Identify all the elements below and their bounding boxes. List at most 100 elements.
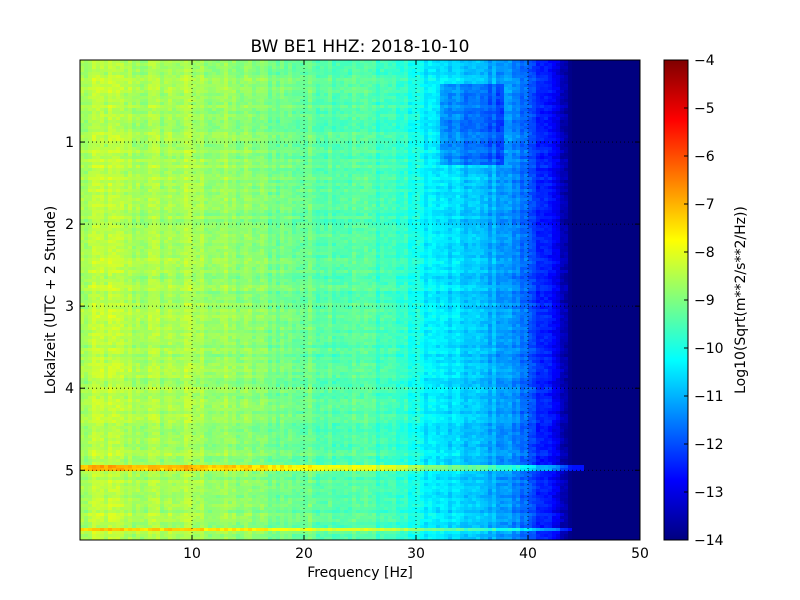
heatmap-cell xyxy=(384,123,389,127)
heatmap-cell xyxy=(168,102,173,106)
heatmap-cell xyxy=(124,114,129,118)
heatmap-cell xyxy=(188,93,193,97)
heatmap-cell xyxy=(468,93,473,97)
heatmap-cell xyxy=(348,69,353,73)
heatmap-cell xyxy=(328,105,333,109)
heatmap-cell xyxy=(588,153,593,157)
heatmap-cell xyxy=(580,126,585,130)
heatmap-cell xyxy=(236,135,241,139)
heatmap-cell xyxy=(92,159,97,163)
heatmap-cell xyxy=(320,120,325,124)
heatmap-cell xyxy=(524,102,529,106)
heatmap-cell xyxy=(316,60,321,64)
heatmap-cell xyxy=(200,153,205,157)
heatmap-cell xyxy=(560,153,565,157)
heatmap-cell xyxy=(128,93,133,97)
heatmap-cell xyxy=(192,141,197,145)
heatmap-cell xyxy=(620,135,625,139)
heatmap-cell xyxy=(188,123,193,127)
heatmap-cell xyxy=(152,129,157,133)
heatmap-cell xyxy=(92,84,97,88)
heatmap-cell xyxy=(520,81,525,85)
heatmap-cell xyxy=(432,123,437,127)
heatmap-cell xyxy=(284,120,289,124)
heatmap-cell xyxy=(544,141,549,145)
heatmap-cell xyxy=(100,129,105,133)
heatmap-cell xyxy=(164,117,169,121)
heatmap-cell xyxy=(412,105,417,109)
heatmap-cell xyxy=(492,153,497,157)
heatmap-cell xyxy=(296,108,301,112)
heatmap-cell xyxy=(232,90,237,94)
heatmap-cell xyxy=(216,126,221,130)
heatmap-cell xyxy=(560,141,565,145)
heatmap-cell xyxy=(576,144,581,148)
heatmap-cell xyxy=(124,96,129,100)
heatmap-cell xyxy=(612,69,617,73)
heatmap-cell xyxy=(376,138,381,142)
heatmap-cell xyxy=(460,150,465,154)
heatmap-cell xyxy=(520,147,525,151)
heatmap-cell xyxy=(156,87,161,91)
heatmap-cell xyxy=(484,132,489,136)
heatmap-cell xyxy=(448,111,453,115)
heatmap-cell xyxy=(588,96,593,100)
heatmap-cell xyxy=(400,129,405,133)
heatmap-cell xyxy=(616,81,621,85)
heatmap-cell xyxy=(340,99,345,103)
heatmap-cell xyxy=(396,141,401,145)
heatmap-cell xyxy=(480,84,485,88)
heatmap-cell xyxy=(468,75,473,79)
heatmap-cell xyxy=(220,123,225,127)
heatmap-cell xyxy=(172,87,177,91)
heatmap-cell xyxy=(192,111,197,115)
heatmap-cell xyxy=(204,144,209,148)
heatmap-cell xyxy=(496,66,501,70)
heatmap-cell xyxy=(480,141,485,145)
heatmap-cell xyxy=(548,105,553,109)
heatmap-cell xyxy=(380,84,385,88)
heatmap-cell xyxy=(260,99,265,103)
heatmap-cell xyxy=(296,132,301,136)
heatmap-cell xyxy=(512,75,517,79)
heatmap-cell xyxy=(532,93,537,97)
heatmap-cell xyxy=(316,93,321,97)
heatmap-cell xyxy=(528,147,533,151)
heatmap-cell xyxy=(276,147,281,151)
heatmap-cell xyxy=(560,129,565,133)
heatmap-cell xyxy=(304,87,309,91)
heatmap-cell xyxy=(236,120,241,124)
heatmap-cell xyxy=(544,60,549,64)
heatmap-cell xyxy=(408,156,413,160)
heatmap-cell xyxy=(388,72,393,76)
heatmap-cell xyxy=(412,81,417,85)
heatmap-cell xyxy=(488,78,493,82)
heatmap-cell xyxy=(448,87,453,91)
heatmap-cell xyxy=(140,138,145,142)
heatmap-cell xyxy=(88,123,93,127)
heatmap-cell xyxy=(512,87,517,91)
heatmap-cell xyxy=(476,63,481,67)
heatmap-cell xyxy=(492,66,497,70)
heatmap-cell xyxy=(180,147,185,151)
heatmap-cell xyxy=(404,69,409,73)
heatmap-cell xyxy=(216,102,221,106)
heatmap-cell xyxy=(136,69,141,73)
heatmap-cell xyxy=(452,120,457,124)
heatmap-cell xyxy=(264,96,269,100)
heatmap-cell xyxy=(288,63,293,67)
heatmap-cell xyxy=(464,93,469,97)
heatmap-cell xyxy=(212,141,217,145)
heatmap-cell xyxy=(616,108,621,112)
heatmap-cell xyxy=(116,117,121,121)
heatmap-cell xyxy=(472,123,477,127)
heatmap-cell xyxy=(316,96,321,100)
heatmap-cell xyxy=(112,78,117,82)
heatmap-cell xyxy=(384,129,389,133)
heatmap-cell xyxy=(260,81,265,85)
heatmap-cell xyxy=(396,129,401,133)
heatmap-cell xyxy=(84,105,89,109)
heatmap-cell xyxy=(584,114,589,118)
heatmap-cell xyxy=(180,114,185,118)
heatmap-cell xyxy=(540,147,545,151)
